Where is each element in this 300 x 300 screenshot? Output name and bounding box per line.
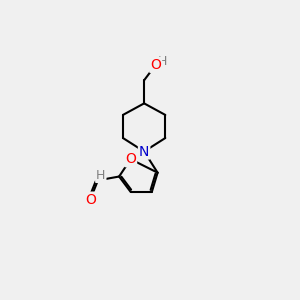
Text: O: O	[150, 58, 161, 72]
Text: O: O	[85, 193, 96, 207]
Text: N: N	[139, 145, 149, 158]
Text: O: O	[125, 152, 136, 166]
Text: H: H	[158, 55, 167, 68]
Text: H: H	[96, 169, 106, 182]
